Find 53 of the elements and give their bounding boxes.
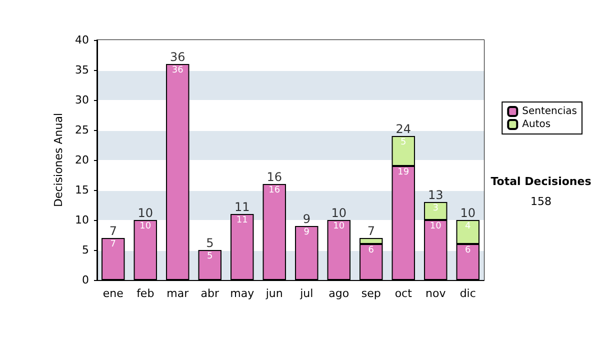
y-tick-label: 30 [75,94,89,106]
total-label: 10 [460,206,476,220]
legend-label: Sentencias [522,106,578,117]
x-tick-label: ago [328,287,350,300]
data-label: 10 [430,222,442,232]
data-label: 16 [268,186,280,196]
text: Total Decisiones [490,175,592,188]
total-label: 11 [234,200,250,214]
x-tick-label: sep [361,287,381,300]
data-label: 19 [398,168,410,178]
data-label: 6 [368,246,374,256]
x-tick-label: feb [136,287,154,300]
data-label: 5 [207,252,213,262]
y-tick-label: 5 [82,244,89,256]
x-tick-label: jun [264,287,283,300]
total-label: 10 [138,206,154,220]
x-tick-label: jul [299,287,314,300]
total-label: 16 [266,170,282,184]
data-label: 3 [432,204,438,214]
total-label: 9 [302,212,310,226]
total-label: 10 [331,206,347,220]
x-tick-label: oct [394,287,413,300]
text: 158 [530,195,552,208]
y-tick-label: 40 [75,34,89,46]
data-label: 7 [110,240,116,250]
legend-label: Autos [522,119,551,130]
x-tick-label: abr [200,287,220,300]
y-tick-label: 20 [75,154,89,166]
x-tick-label: dic [460,287,476,300]
data-label: 10 [333,222,345,232]
y-tick-label: 0 [82,274,89,286]
x-tick-label: ene [102,287,124,300]
x-tick-label: mar [166,287,190,300]
total-label: 13 [428,188,444,202]
y-tick-label: 35 [75,64,89,76]
data-label: 36 [172,66,184,76]
y-axis-title: Decisiones Anual [52,112,66,208]
data-label: 6 [465,246,472,256]
data-label: 10 [140,222,152,232]
total-label: 36 [170,50,186,64]
total-label: 5 [206,236,214,250]
x-tick-label: nov [426,287,446,300]
data-label: 5 [400,138,406,148]
data-label: 4 [465,222,472,232]
data-label: 11 [236,216,248,226]
data-label: 9 [304,228,310,238]
x-tick-label: may [230,287,255,300]
total-label: 24 [396,122,412,136]
y-tick-label: 25 [75,124,89,136]
total-label: 7 [367,224,375,238]
y-tick-label: 15 [75,184,89,196]
total-label: 7 [109,224,117,238]
y-tick-label: 10 [75,214,89,226]
